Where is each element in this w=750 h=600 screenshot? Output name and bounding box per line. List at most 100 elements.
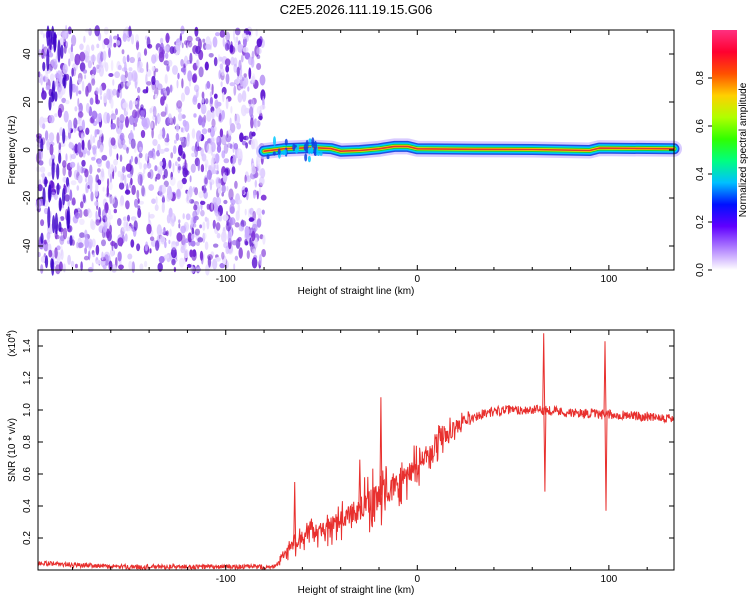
- noise-speckle: [83, 35, 86, 43]
- noise-speckle: [130, 155, 134, 163]
- noise-speckle: [69, 51, 74, 62]
- noise-speckle: [191, 233, 195, 241]
- band-blob: [308, 138, 312, 143]
- noise-speckle: [48, 114, 55, 124]
- noise-speckle: [38, 48, 41, 57]
- noise-speckle: [244, 208, 247, 216]
- noise-speckle: [230, 106, 233, 114]
- noise-speckle: [215, 222, 221, 231]
- noise-speckle: [259, 36, 263, 45]
- noise-speckle: [136, 243, 141, 252]
- noise-speckle: [169, 84, 173, 93]
- noise-speckle: [145, 241, 149, 252]
- noise-speckle: [80, 261, 83, 271]
- colorbar-gradient: [712, 30, 737, 270]
- spectrogram-noise-region: [35, 24, 267, 276]
- band-blob: [284, 138, 288, 146]
- noise-speckle: [215, 164, 218, 170]
- noise-speckle: [236, 148, 243, 160]
- noise-speckle: [40, 219, 45, 227]
- noise-speckle: [183, 256, 186, 265]
- noise-speckle: [146, 61, 149, 72]
- noise-speckle: [165, 32, 170, 44]
- noise-speckle: [98, 112, 102, 123]
- snr-spike: [293, 481, 297, 546]
- noise-speckle: [81, 237, 85, 244]
- y-tick-label: 1.4: [22, 339, 33, 353]
- noise-speckle: [87, 210, 93, 219]
- noise-streak: [56, 163, 60, 180]
- colorbar-tick-label: 0.2: [695, 215, 706, 229]
- noise-speckle: [242, 76, 245, 81]
- noise-speckle: [256, 47, 262, 55]
- noise-speckle: [151, 198, 156, 204]
- snr-spike: [358, 459, 362, 510]
- noise-speckle: [103, 26, 109, 35]
- noise-speckle: [163, 227, 166, 234]
- x-tick-label: -100: [216, 574, 236, 585]
- noise-speckle: [207, 164, 212, 171]
- band-blob: [277, 148, 281, 155]
- noise-speckle: [261, 209, 265, 215]
- band-blob: [319, 151, 323, 156]
- noise-speckle: [119, 81, 124, 89]
- noise-speckle: [111, 264, 118, 273]
- noise-speckle: [60, 249, 64, 261]
- noise-speckle: [217, 54, 221, 63]
- noise-speckle: [221, 231, 227, 243]
- noise-speckle: [68, 142, 74, 149]
- noise-speckle: [184, 159, 187, 169]
- noise-streak: [69, 235, 73, 246]
- noise-speckle: [133, 100, 138, 105]
- noise-speckle: [112, 79, 115, 86]
- spectrogram-ylabel: Frequency (Hz): [7, 116, 18, 185]
- noise-speckle: [89, 164, 93, 175]
- noise-speckle: [84, 168, 89, 178]
- noise-speckle: [124, 174, 127, 187]
- noise-speckle: [95, 259, 101, 265]
- x-tick-label: 0: [415, 574, 421, 585]
- noise-speckle: [186, 263, 192, 268]
- y-tick-label: 0.6: [22, 467, 33, 481]
- noise-speckle: [218, 70, 221, 80]
- noise-speckle: [166, 214, 171, 224]
- noise-streak: [54, 91, 58, 102]
- spectrogram-ticks: -100 0 100 40 20 0 -20 -40: [22, 30, 674, 285]
- colorbar-tick-label: 0.0: [695, 263, 706, 277]
- noise-speckle: [91, 262, 94, 270]
- noise-speckle: [114, 71, 120, 79]
- noise-speckle: [92, 66, 97, 75]
- noise-speckle: [247, 86, 250, 92]
- noise-speckle: [205, 163, 208, 173]
- noise-speckle: [256, 63, 262, 70]
- noise-speckle: [252, 73, 256, 85]
- noise-speckle: [215, 32, 220, 37]
- noise-speckle: [128, 260, 133, 270]
- noise-streak: [46, 25, 50, 47]
- noise-speckle: [148, 211, 151, 223]
- noise-speckle: [212, 258, 218, 270]
- noise-speckle: [168, 159, 172, 169]
- noise-speckle: [167, 59, 173, 67]
- snr-spike: [543, 409, 547, 492]
- noise-speckle: [176, 79, 179, 89]
- noise-speckle: [227, 129, 232, 136]
- band-blob: [307, 155, 311, 163]
- noise-speckle: [121, 226, 127, 232]
- noise-speckle: [50, 154, 56, 162]
- noise-speckle: [246, 135, 249, 142]
- noise-speckle: [182, 236, 186, 247]
- noise-speckle: [237, 236, 242, 242]
- noise-speckle: [74, 263, 78, 269]
- noise-speckle: [204, 177, 208, 185]
- noise-speckle: [76, 241, 79, 249]
- noise-streak: [62, 128, 66, 144]
- noise-speckle: [159, 148, 165, 154]
- noise-speckle: [88, 241, 92, 251]
- noise-speckle: [91, 238, 96, 248]
- noise-speckle: [241, 32, 247, 40]
- noise-speckle: [83, 255, 89, 261]
- noise-speckle: [194, 228, 200, 236]
- noise-speckle: [180, 151, 186, 159]
- noise-speckle: [103, 38, 110, 46]
